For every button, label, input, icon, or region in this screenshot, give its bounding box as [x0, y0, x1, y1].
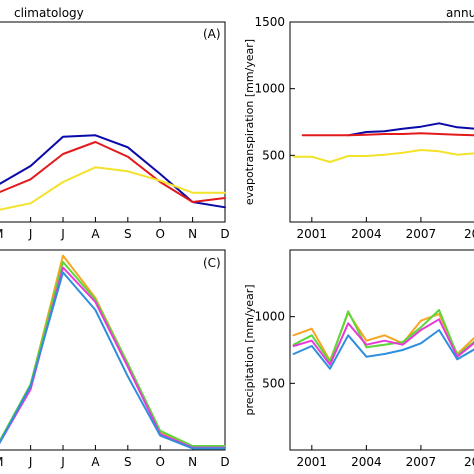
figure-title-left: climatology — [14, 6, 84, 20]
panel-b-annual-evapotranspiration: evapotranspiration [mm/year] 2001 2004 200… — [243, 15, 474, 241]
panel-b-xtick-label: 201 — [464, 227, 474, 241]
panel-c-frame — [0, 249, 226, 451]
panel-d-series-line — [292, 311, 474, 362]
panel-a-series-line — [0, 166, 226, 211]
panel-b-xtick-label: 2001 — [297, 227, 328, 241]
panel-c-xtick-label: N — [188, 455, 197, 469]
panel-a-frame — [0, 21, 226, 223]
panel-d-xtick-label: 2007 — [406, 455, 437, 469]
panel-c-label: (C) — [203, 256, 221, 270]
panel-a-climatology-evapotranspiration: (A) M J J A S O N D — [0, 21, 230, 241]
figure-title-right: annu — [446, 6, 474, 20]
panel-c-climatology-precipitation: (C) M J J A S O N D — [0, 249, 230, 469]
panel-b-series-line — [292, 149, 474, 163]
panel-a-series-line — [0, 141, 226, 203]
panel-c-series-line — [0, 261, 226, 447]
panel-d-ytick-label: 500 — [262, 376, 285, 390]
panel-b-series-line — [301, 132, 474, 137]
panel-c-xtick-label: J — [60, 455, 65, 469]
panel-b-xtick-label: 2004 — [351, 227, 382, 241]
panel-b-series-line — [347, 122, 474, 137]
panel-b-ytick-label: 500 — [262, 148, 285, 162]
panel-d-series-line — [292, 329, 474, 370]
panel-c-xtick-label: S — [124, 455, 132, 469]
panel-a-xtick-label: M — [0, 227, 3, 241]
panel-d-ylabel: precipitation [mm/year] — [243, 284, 256, 415]
panel-d-frame — [289, 249, 474, 451]
panel-d-xtick-label: 2004 — [351, 455, 382, 469]
panel-b-frame — [289, 21, 474, 223]
panel-c-series-line — [0, 271, 226, 450]
panel-c-xtick-label: O — [155, 455, 164, 469]
panel-a-xtick-label: O — [155, 227, 164, 241]
panel-c-xtick-label: J — [28, 455, 33, 469]
panel-a-xtick-label: S — [124, 227, 132, 241]
panel-d-xtick-label: 2001 — [297, 455, 328, 469]
panel-a-label: (A) — [203, 27, 221, 41]
panel-a-xtick-label: N — [188, 227, 197, 241]
panel-c-xtick-label: A — [91, 455, 100, 469]
panel-c-series-line — [0, 254, 226, 449]
panel-a-series-line — [0, 134, 226, 209]
panel-b-xtick-label: 2007 — [406, 227, 437, 241]
panel-d-series-line — [292, 318, 474, 366]
panel-d-xtick-label: 201 — [464, 455, 474, 469]
panel-a-xtick-label: A — [91, 227, 100, 241]
panel-a-xtick-label: D — [220, 227, 229, 241]
panel-b-ytick-label: 1000 — [254, 82, 285, 96]
panel-d-ytick-label: 1000 — [254, 310, 285, 324]
panel-c-xtick-label: D — [220, 455, 229, 469]
panel-b-ylabel: evapotranspiration [mm/year] — [243, 39, 256, 205]
panel-c-xtick-label: M — [0, 455, 3, 469]
panel-a-xtick-label: J — [28, 227, 33, 241]
panel-d-annual-precipitation: precipitation [mm/year] 2001 2004 2007 201 5… — [243, 249, 474, 469]
panel-b-ytick-label: 1500 — [254, 15, 285, 29]
panel-c-series-line — [0, 266, 226, 449]
panel-a-xtick-label: J — [60, 227, 65, 241]
